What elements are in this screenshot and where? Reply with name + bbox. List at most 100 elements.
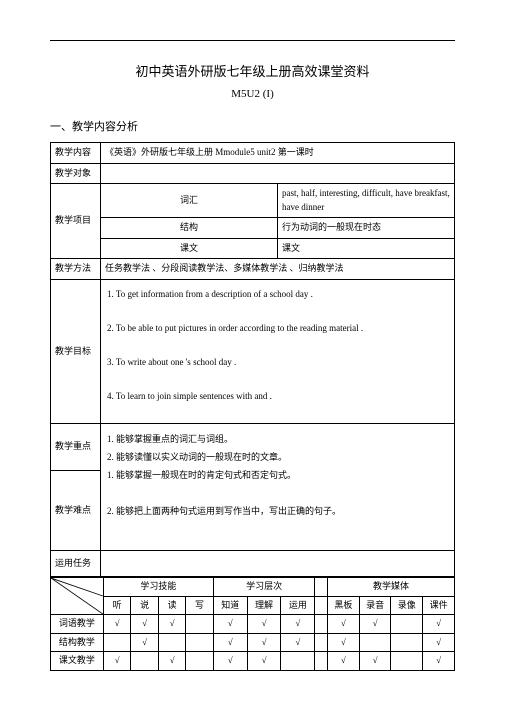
keypt-label: 教学重点 [51, 424, 101, 471]
cell [186, 633, 214, 652]
cell [186, 652, 214, 671]
cell: √ [103, 615, 130, 634]
cell: √ [103, 652, 130, 671]
cell: √ [359, 652, 391, 671]
cell: √ [247, 652, 281, 671]
skills-table: 学习技能 学习层次 教学媒体 听 说 读 写 知道 理解 运用 黑板 录音 录像… [50, 577, 455, 671]
content-label: 教学内容 [51, 143, 101, 164]
cell: √ [213, 652, 247, 671]
target-label: 教学对象 [51, 163, 101, 184]
cell: √ [359, 615, 391, 634]
text-label: 课文 [101, 238, 278, 259]
cell: √ [423, 652, 455, 671]
top-rule [50, 40, 455, 41]
table-row: 课文教学 √ √ √ √ √ √ √ [51, 652, 455, 671]
table-row: 课文 课文 [51, 238, 455, 259]
cell: √ [213, 633, 247, 652]
cell: √ [158, 615, 185, 634]
row-label: 课文教学 [51, 652, 104, 671]
keypt-line: 1. 能够掌握重点的词汇与词组。 [107, 430, 448, 448]
cell: √ [328, 615, 360, 634]
col-hdr: 理解 [247, 596, 281, 615]
col-hdr: 黑板 [328, 596, 360, 615]
cell [281, 652, 315, 671]
page-subtitle: M5U2 (I) [50, 88, 455, 100]
cell [103, 633, 130, 652]
method-label: 教学方法 [51, 259, 101, 280]
section-header: 一、教学内容分析 [50, 118, 455, 134]
goal-line: 1. To get information from a description… [107, 286, 448, 303]
table-row: 教学目标 1. To get information from a descri… [51, 279, 455, 424]
goal-line: 4. To learn to join simple sentences wit… [107, 388, 448, 405]
cell: √ [158, 652, 185, 671]
content-value: 《英语》外研版七年级上册 Mmodule5 unit2 第一课时 [101, 143, 455, 164]
row-label: 词语教学 [51, 615, 104, 634]
cell: √ [247, 633, 281, 652]
cell: √ [247, 615, 281, 634]
goal-line: 3. To write about one 's school day . [107, 354, 448, 371]
vocab-label: 词汇 [101, 184, 278, 218]
col-hdr: 知道 [213, 596, 247, 615]
cell [315, 633, 328, 652]
table-row: 学习技能 学习层次 教学媒体 [51, 578, 455, 597]
col-hdr: 运用 [281, 596, 315, 615]
cell [158, 633, 185, 652]
spacer-cell [315, 578, 328, 597]
skills-group: 学习技能 [103, 578, 213, 597]
table-row: 教学内容 《英语》外研版七年级上册 Mmodule5 unit2 第一课时 [51, 143, 455, 164]
keypt-diff-cell: 1. 能够掌握重点的词汇与词组。 2. 能够读懂以实义动词的一般现在时的文章。 … [101, 424, 455, 551]
struct-value: 行为动词的一般现在时态 [278, 218, 455, 239]
table-row: 结构教学 √ √ √ √ √ √ [51, 633, 455, 652]
table-row: 结构 行为动词的一般现在时态 [51, 218, 455, 239]
col-hdr: 读 [158, 596, 185, 615]
target-value [101, 163, 455, 184]
page-title: 初中英语外研版七年级上册高效课堂资料 [50, 61, 455, 80]
cell [131, 652, 158, 671]
cell: √ [131, 633, 158, 652]
table-row: 教学重点 1. 能够掌握重点的词汇与词组。 2. 能够读懂以实义动词的一般现在时… [51, 424, 455, 471]
cell: √ [328, 633, 360, 652]
col-hdr: 说 [131, 596, 158, 615]
diff-line: 1. 能够掌握一般现在时的肯定句式和否定句式。 [107, 466, 448, 484]
items-label: 教学项目 [51, 184, 101, 259]
cell: √ [423, 615, 455, 634]
cell [391, 652, 423, 671]
col-hdr: 课件 [423, 596, 455, 615]
table-row: 运用任务 [51, 551, 455, 577]
skills-group: 学习层次 [213, 578, 315, 597]
diagonal-cell [51, 578, 104, 615]
table-row: 听 说 读 写 知道 理解 运用 黑板 录音 录像 课件 [51, 596, 455, 615]
diff-line: 2. 能够把上面两种句式运用到写作当中，写出正确的句子。 [107, 502, 448, 520]
cell [359, 633, 391, 652]
struct-label: 结构 [101, 218, 278, 239]
skills-group: 教学媒体 [328, 578, 455, 597]
main-table: 教学内容 《英语》外研版七年级上册 Mmodule5 unit2 第一课时 教学… [50, 142, 455, 577]
task-value [101, 551, 455, 577]
table-row: 教学对象 [51, 163, 455, 184]
cell: √ [328, 652, 360, 671]
cell [186, 615, 214, 634]
cell: √ [423, 633, 455, 652]
keypt-line: 2. 能够读懂以实义动词的一般现在时的文章。 [107, 448, 448, 466]
row-label: 结构教学 [51, 633, 104, 652]
task-label: 运用任务 [51, 551, 101, 577]
goals-label: 教学目标 [51, 279, 101, 424]
spacer-cell [315, 596, 328, 615]
goals-cell: 1. To get information from a description… [101, 279, 455, 424]
goal-line: 2. To be able to put pictures in order a… [107, 320, 448, 337]
cell: √ [131, 615, 158, 634]
cell [315, 652, 328, 671]
cell [315, 615, 328, 634]
text-value: 课文 [278, 238, 455, 259]
table-row: 教学项目 词汇 past, half, interesting, difficu… [51, 184, 455, 218]
cell [391, 615, 423, 634]
table-row: 词语教学 √ √ √ √ √ √ √ √ √ [51, 615, 455, 634]
col-hdr: 录音 [359, 596, 391, 615]
diagonal-icon [51, 578, 103, 614]
col-hdr: 听 [103, 596, 130, 615]
diff-label: 教学难点 [51, 471, 101, 551]
col-hdr: 录像 [391, 596, 423, 615]
method-value: 任务教学法 、分段阅读教学法、多媒体教学法 、归纳教学法 [101, 259, 455, 280]
vocab-value: past, half, interesting, difficult, have… [278, 184, 455, 218]
table-row: 教学方法 任务教学法 、分段阅读教学法、多媒体教学法 、归纳教学法 [51, 259, 455, 280]
